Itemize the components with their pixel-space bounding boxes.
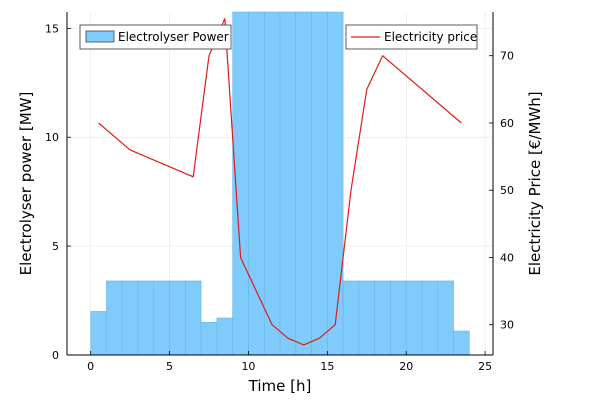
legend-left-label: Electrolyser Power xyxy=(118,30,229,44)
bar xyxy=(185,280,202,356)
y-axis-left-label: Electrolyser power [MW] xyxy=(17,92,35,276)
x-tick-label: 5 xyxy=(166,360,173,373)
x-tick-label: 15 xyxy=(320,360,334,373)
bar xyxy=(311,11,328,356)
x-axis-label: Time [h] xyxy=(248,377,312,395)
bar xyxy=(327,11,344,356)
y-right-tick-label: 60 xyxy=(500,117,514,130)
x-tick-label: 25 xyxy=(478,360,492,373)
bar xyxy=(295,11,312,356)
bar xyxy=(216,317,233,356)
x-tick-label: 20 xyxy=(399,360,413,373)
bar xyxy=(90,311,107,356)
y-right-tick-label: 70 xyxy=(500,50,514,63)
bar xyxy=(232,11,249,356)
y-axis-right-label: Electricity Price [€/MWh] xyxy=(526,91,544,275)
bar xyxy=(169,280,186,356)
bar xyxy=(342,280,360,356)
y-right-tick-label: 50 xyxy=(500,184,514,197)
x-tick-label: 10 xyxy=(241,360,255,373)
legend-right-label: Electricity price xyxy=(384,30,477,44)
legend-left: Electrolyser Power xyxy=(79,24,232,50)
bar xyxy=(121,280,139,356)
y-left-tick-label: 15 xyxy=(45,22,59,35)
bar xyxy=(263,11,281,356)
y-right-tick-label: 40 xyxy=(500,251,514,264)
y-right-tick-label: 30 xyxy=(500,319,514,332)
bar xyxy=(453,330,470,356)
x-tick-label: 0 xyxy=(87,360,94,373)
bar xyxy=(106,280,123,356)
bar xyxy=(200,322,218,356)
bar xyxy=(137,280,155,356)
bar xyxy=(390,280,407,356)
legend-left-swatch xyxy=(85,30,115,43)
y-left-tick-label: 5 xyxy=(52,240,59,253)
y-left-tick-label: 0 xyxy=(52,349,59,362)
y-left-tick-label: 10 xyxy=(45,131,59,144)
bar xyxy=(358,280,375,356)
bar xyxy=(279,11,297,356)
bar xyxy=(437,280,454,356)
legend-right: Electricity price xyxy=(345,24,478,50)
bar xyxy=(374,280,391,356)
line-series xyxy=(98,18,462,346)
price-line xyxy=(98,18,462,346)
bar xyxy=(405,280,423,356)
axes xyxy=(66,12,494,356)
tick-labels: 0 5 10 15 20 25 0 5 10 15 30 40 50 60 70 xyxy=(45,22,514,373)
bar xyxy=(421,280,439,356)
bar xyxy=(153,280,170,356)
bar-series xyxy=(90,11,470,356)
